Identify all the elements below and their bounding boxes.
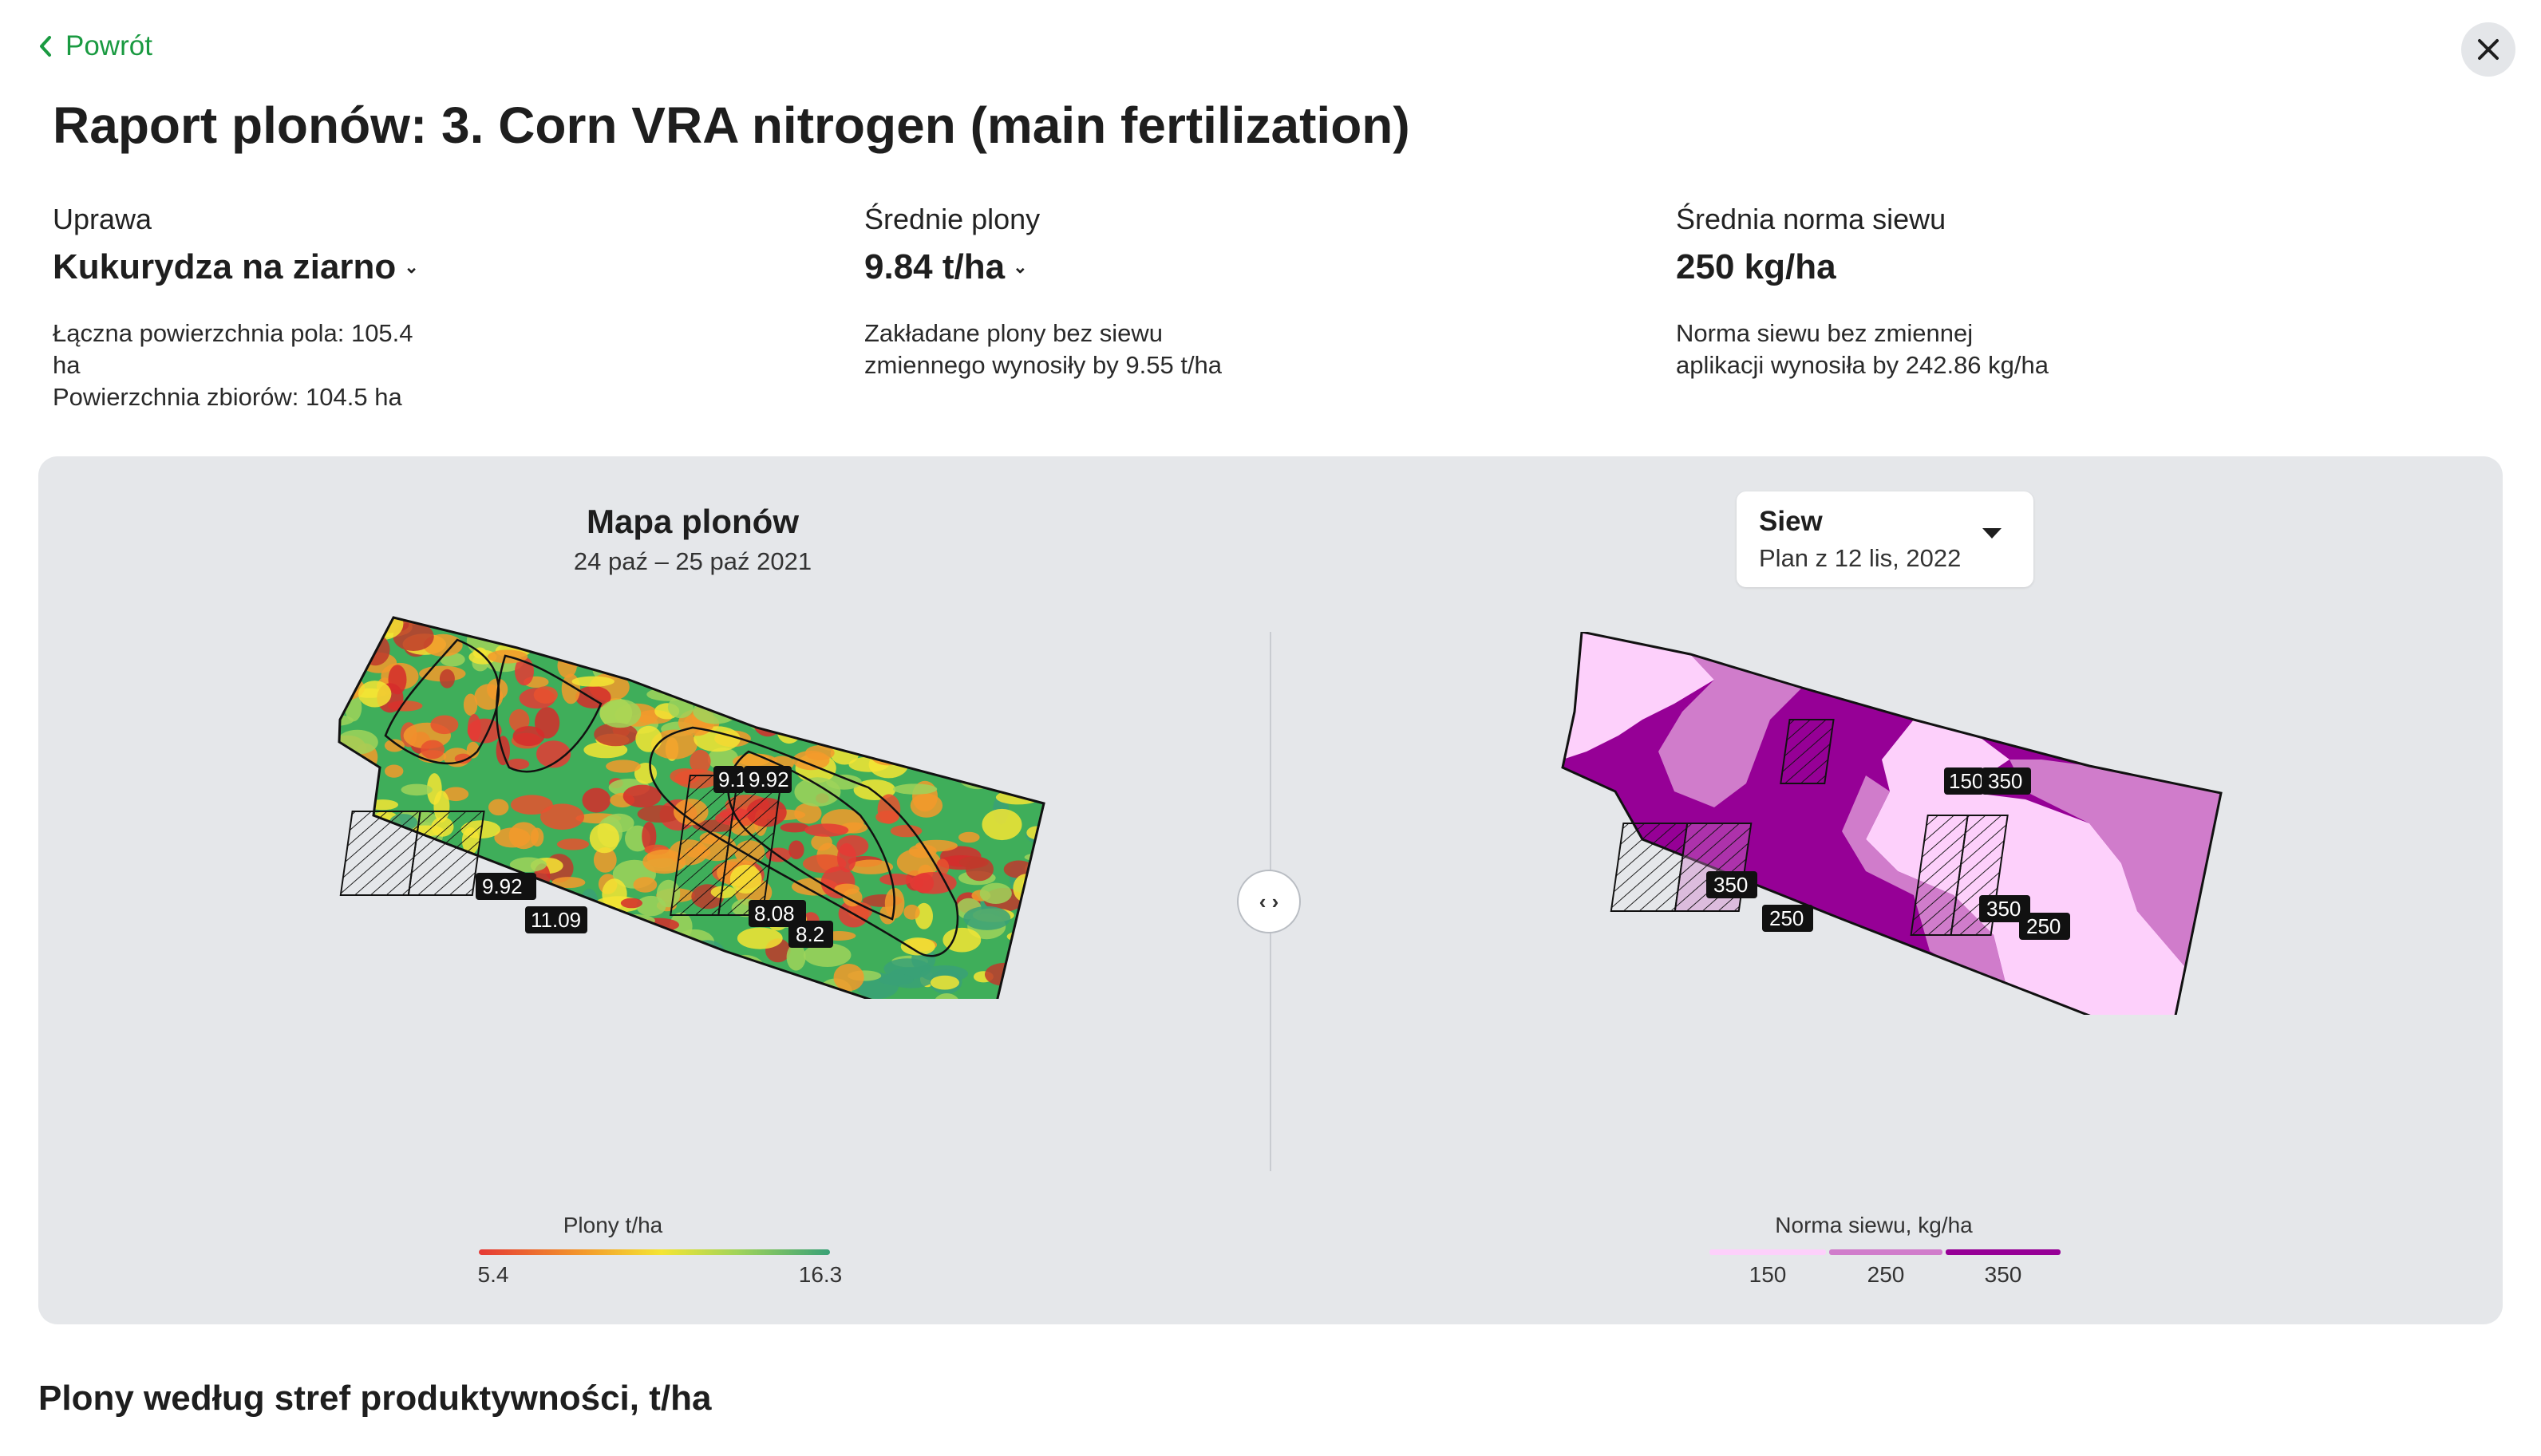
seeding-zone-label: 250 — [1762, 905, 1813, 932]
seeding-legend-tick: 350 — [1984, 1262, 2022, 1287]
seeding-legend-250 — [1829, 1249, 1942, 1255]
svg-text:11.09: 11.09 — [531, 908, 581, 932]
seeding-zone-label: 250 — [2019, 913, 2070, 940]
yield-map-date: 24 paź – 25 paź 2021 — [573, 547, 812, 575]
close-button[interactable] — [2461, 22, 2515, 77]
seeding-zone-label: 350 — [1706, 871, 1757, 898]
svg-text:8.2: 8.2 — [796, 922, 824, 946]
seeding-legend-title: Norma siewu, kg/ha — [1775, 1213, 1973, 1237]
back-link[interactable]: Powrót — [37, 30, 152, 62]
seeding-zone-label: 350 — [1982, 767, 2031, 795]
harvest-area-text: Powierzchnia zbiorów: 104.5 ha — [53, 383, 402, 411]
yield-legend-max: 16.3 — [798, 1262, 843, 1287]
yield-zone-label: 9.92 — [476, 873, 536, 900]
field-area-text: Łączna powierzchnia pola: 105.4 — [53, 319, 413, 347]
svg-text:350: 350 — [1713, 873, 1748, 897]
yield-value: 9.84 t/ha — [864, 247, 1006, 286]
seeding-label: Średnia norma siewu — [1676, 203, 1946, 235]
productivity-section-title: Plony według stref produktywności, t/ha — [38, 1379, 712, 1418]
svg-text:9.92: 9.92 — [482, 874, 523, 898]
seeding-desc-line2: aplikacji wynosiła by 242.86 kg/ha — [1676, 351, 2049, 379]
svg-text:8.08: 8.08 — [754, 902, 795, 925]
yield-description: Zakładane plony bez siewu zmiennego wyno… — [864, 318, 1279, 381]
arrows-horizontal-icon: ‹ › — [1259, 889, 1279, 913]
seeding-zone-label: 350 — [1979, 895, 2030, 922]
yield-map-title: Mapa plonów — [587, 503, 799, 540]
seeding-map[interactable]: 150 350 350 250 350 250 — [1531, 632, 2281, 1015]
seeding-legend-tick: 150 — [1749, 1262, 1787, 1287]
crop-label: Uprawa — [53, 203, 152, 235]
yield-legend-min: 5.4 — [477, 1262, 509, 1287]
field-area-unit: ha — [53, 351, 81, 379]
seeding-legend-tick: 250 — [1867, 1262, 1905, 1287]
dropdown-label: Siew — [1759, 506, 1823, 537]
seeding-desc-line1: Norma siewu bez zmiennej — [1676, 319, 1974, 347]
yield-raster — [339, 618, 1044, 999]
yield-zone-label: 11.09 — [525, 906, 587, 933]
crop-selector[interactable]: Kukurydza na ziarno ⌄ — [53, 247, 468, 287]
page-title: Raport plonów: 3. Corn VRA nitrogen (mai… — [53, 97, 1410, 154]
caret-down-icon — [1982, 528, 2002, 539]
chevron-down-icon[interactable]: ⌄ — [404, 257, 419, 277]
map-comparison-panel: Mapa plonów 24 paź – 25 paź 2021 Siew Pl… — [38, 456, 2503, 1324]
seeding-legend-150 — [1709, 1249, 1826, 1255]
yield-zone-label: 8.2 — [788, 921, 833, 948]
crop-stat: Uprawa Kukurydza na ziarno ⌄ Łączna powi… — [53, 203, 468, 413]
back-label: Powrót — [65, 30, 152, 61]
svg-text:350: 350 — [1986, 897, 2021, 921]
seeding-legend-350 — [1946, 1249, 2061, 1255]
crop-value: Kukurydza na ziarno — [53, 247, 397, 286]
svg-text:350: 350 — [1988, 769, 2022, 793]
yield-stat: Średnie plony 9.84 t/ha ⌄ Zakładane plon… — [864, 203, 1279, 381]
dropdown-value: Plan z 12 lis, 2022 — [1759, 544, 1962, 572]
seeding-stat: Średnia norma siewu 250 kg/ha Norma siew… — [1676, 203, 2091, 381]
seeding-value-row: 250 kg/ha — [1676, 247, 2091, 287]
svg-text:250: 250 — [2026, 914, 2061, 938]
yield-zone-label: 9.1 — [713, 766, 747, 793]
svg-text:250: 250 — [1769, 906, 1804, 930]
seeding-value: 250 kg/ha — [1676, 247, 1836, 286]
svg-text:150: 150 — [1949, 769, 1983, 793]
yield-legend-gradient — [479, 1249, 830, 1255]
chevron-down-icon[interactable]: ⌄ — [1013, 257, 1028, 277]
svg-text:9.1: 9.1 — [718, 767, 747, 791]
yield-zone-label: 8.08 — [749, 900, 806, 927]
yield-legend-title: Plony t/ha — [563, 1213, 663, 1237]
yield-selector[interactable]: 9.84 t/ha ⌄ — [864, 247, 1279, 287]
yield-label: Średnie plony — [864, 203, 1041, 235]
yield-desc-line1: Zakładane plony bez siewu — [864, 319, 1163, 347]
yield-zone-label: 9.92 — [744, 766, 792, 793]
compare-slider-handle[interactable]: ‹ › — [1237, 870, 1301, 933]
crop-description: Łączna powierzchnia pola: 105.4 ha Powie… — [53, 318, 468, 413]
seeding-description: Norma siewu bez zmiennej aplikacji wynos… — [1676, 318, 2091, 381]
seeding-zone-label: 150 — [1944, 767, 1984, 795]
chevron-left-icon — [40, 36, 51, 57]
close-icon — [2478, 39, 2499, 60]
yield-desc-line2: zmiennego wynosiły by 9.55 t/ha — [864, 351, 1223, 379]
layer-dropdown[interactable]: Siew Plan z 12 lis, 2022 — [1737, 491, 2033, 587]
yield-map[interactable]: 9.1 9.92 9.92 11.09 8.08 8.2 — [278, 616, 1060, 999]
svg-text:9.92: 9.92 — [749, 767, 789, 791]
